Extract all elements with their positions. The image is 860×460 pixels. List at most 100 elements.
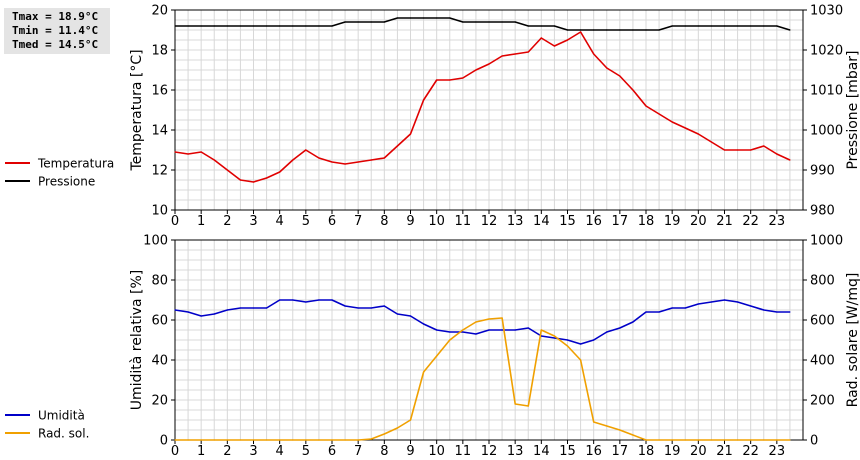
panel2-y-tick-label: 100 (143, 234, 168, 249)
panel1-data-point-pressione (566, 29, 569, 31)
panel2-data-point-rad-sol- (658, 439, 660, 441)
panel1-x-tick-label: 14 (533, 214, 550, 229)
panel1-y2-tick-label: 990 (810, 164, 835, 179)
panel1-data-point-pressione (449, 17, 451, 19)
panel2-data-point-umidit- (475, 333, 477, 335)
panel1-x-tick-label: 22 (742, 214, 759, 229)
panel2-data-point-umidit- (776, 311, 778, 313)
panel1-data-point-temperatura (606, 67, 608, 69)
panel1-data-point-temperatura (174, 151, 176, 153)
panel2-data-point-rad-sol- (226, 439, 228, 441)
panel2-data-point-rad-sol- (488, 318, 490, 320)
panel1-data-point-temperatura (645, 105, 647, 107)
panel2-data-point-umidit- (239, 307, 241, 309)
panel1-data-point-pressione (763, 25, 765, 27)
panel1-series-line-temperatura (174, 31, 791, 183)
panel2-data-point-rad-sol- (331, 439, 333, 441)
panel2-data-point-rad-sol- (514, 403, 516, 405)
panel1-data-point-temperatura (344, 163, 346, 165)
panel1-data-point-temperatura (514, 53, 516, 55)
panel2-data-point-rad-sol- (501, 317, 503, 319)
panel2-y-tick-label: 80 (151, 274, 168, 289)
panel1-data-point-pressione (266, 25, 268, 27)
panel1-data-point-pressione (501, 21, 503, 23)
panel2-data-point-umidit- (671, 307, 673, 309)
panel2-x-tick-label: 19 (664, 444, 681, 459)
panel2-data-point-umidit- (566, 339, 569, 341)
panel2-x-tick-label: 15 (559, 444, 576, 459)
panel2-data-point-rad-sol- (789, 439, 791, 441)
panel2-data-point-umidit- (305, 301, 307, 303)
panel2-x-tick-label: 6 (328, 444, 336, 459)
panel2-x-tick-label: 12 (481, 444, 498, 459)
panel1-data-point-pressione (593, 29, 595, 31)
panel2-data-point-rad-sol- (475, 321, 477, 323)
panel2-data-point-umidit- (462, 331, 464, 333)
tmin-label: Tmin = 11.4°C (12, 24, 99, 37)
panel1-data-point-pressione (710, 25, 713, 27)
panel1-data-point-pressione (423, 17, 425, 19)
panel2-data-point-rad-sol- (213, 439, 215, 441)
panel2-data-point-rad-sol- (566, 345, 569, 347)
panel1-y-tick-label: 10 (151, 204, 168, 219)
panel1-legend-label: Temperatura (37, 157, 114, 171)
panel1-data-point-temperatura (789, 159, 791, 161)
panel1-data-point-temperatura (723, 149, 726, 151)
panel2-data-point-umidit- (501, 329, 503, 331)
panel1-data-point-temperatura (697, 133, 699, 135)
panel1-data-point-temperatura (540, 37, 542, 39)
panel1-x-tick-label: 7 (354, 214, 362, 229)
panel2-data-point-rad-sol- (580, 359, 582, 361)
panel1-data-point-pressione (737, 25, 739, 27)
panel2-data-point-rad-sol- (279, 439, 281, 441)
panel1-data-point-pressione (697, 25, 699, 27)
panel1-y-tick-label: 18 (151, 44, 168, 59)
panel2-x-tick-label: 2 (223, 444, 231, 459)
panel2-data-point-umidit- (737, 301, 739, 303)
panel1-data-point-pressione (174, 25, 176, 27)
panel1-data-point-temperatura (750, 149, 752, 151)
panel2-data-point-rad-sol- (540, 329, 542, 331)
panel1-data-point-pressione (305, 25, 307, 27)
panel2-data-point-rad-sol- (187, 439, 189, 441)
panel1-legend-label: Pressione (38, 175, 95, 189)
panel2-x-tick-label: 18 (638, 444, 655, 459)
panel1-x-tick-label: 6 (328, 214, 336, 229)
panel1-data-point-temperatura (488, 63, 490, 65)
panel2-data-point-umidit- (383, 305, 385, 307)
panel1-data-point-pressione (226, 25, 228, 27)
panel2-data-point-rad-sol- (266, 439, 268, 441)
panel2-data-point-rad-sol- (423, 371, 425, 373)
panel2-data-point-umidit- (252, 307, 255, 309)
panel1-data-point-temperatura (279, 171, 281, 173)
panel2-data-point-umidit- (488, 329, 490, 331)
panel2-data-point-rad-sol- (370, 438, 372, 440)
panel2-x-tick-label: 9 (406, 444, 414, 459)
panel2-y2-tick-label: 400 (810, 354, 835, 369)
panel1-x-tick-label: 11 (455, 214, 472, 229)
panel2-data-point-umidit- (200, 315, 202, 317)
panel1-data-point-pressione (383, 21, 385, 23)
panel1-y-tick-label: 20 (151, 4, 168, 19)
panel2-x-tick-label: 5 (302, 444, 310, 459)
panel1-data-point-temperatura (409, 133, 412, 135)
panel1-data-point-temperatura (331, 161, 333, 163)
tmax-label: Tmax = 18.9°C (12, 10, 99, 23)
panel2-x-tick-label: 0 (171, 444, 179, 459)
panel1-series-line-pressione (175, 17, 791, 31)
panel1-data-point-temperatura (252, 181, 255, 183)
panel1-data-point-pressione (187, 25, 189, 27)
panel2-data-point-umidit- (292, 299, 294, 301)
panel1-x-tick-label: 18 (638, 214, 655, 229)
panel2-data-point-rad-sol- (671, 439, 673, 441)
panel2-x-tick-label: 14 (533, 444, 550, 459)
panel2-x-tick-label: 21 (716, 444, 733, 459)
panel2-data-point-rad-sol- (606, 425, 608, 427)
panel2-data-point-umidit- (213, 313, 215, 315)
panel1-data-point-temperatura (370, 159, 372, 161)
panel1-x-tick-label: 3 (249, 214, 257, 229)
panel2-data-point-rad-sol- (619, 429, 621, 431)
panel2-data-point-rad-sol- (697, 439, 699, 441)
panel1-y2-tick-label: 1030 (810, 4, 843, 19)
panel2-x-tick-label: 20 (690, 444, 707, 459)
